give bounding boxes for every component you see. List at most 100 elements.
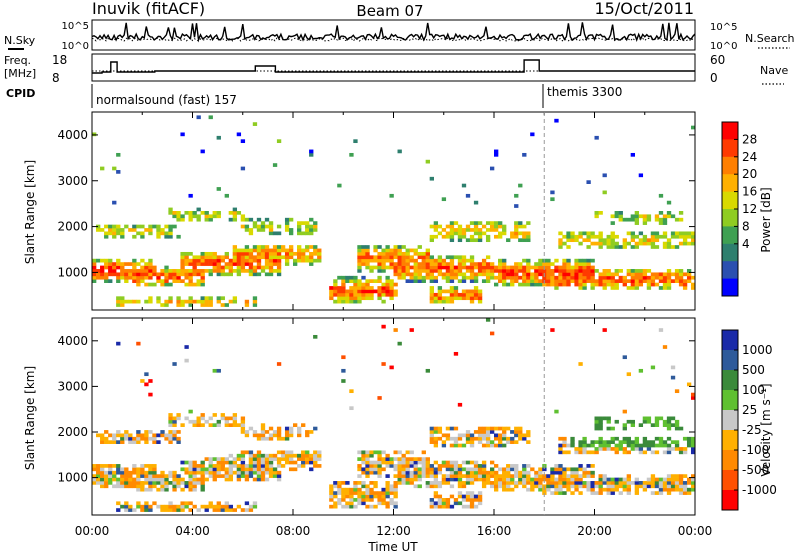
power-cell <box>216 255 221 260</box>
velocity-cell <box>248 474 254 478</box>
velocity-cell <box>477 436 483 441</box>
velocity-cell <box>594 423 599 427</box>
velocity-cell <box>216 467 221 472</box>
power-cell <box>614 286 619 290</box>
power-cell <box>602 173 607 178</box>
power-cell <box>578 275 583 280</box>
power-cell <box>522 265 527 270</box>
velocity-cell <box>148 481 153 485</box>
velocity-cell <box>485 433 491 438</box>
velocity-cell <box>244 467 250 472</box>
power-cell <box>514 269 519 273</box>
power-cell <box>128 228 133 232</box>
velocity-cell <box>244 430 250 434</box>
power-cell <box>606 269 611 273</box>
velocity-cell <box>196 464 201 468</box>
velocity-cell <box>582 467 587 472</box>
velocity-cell <box>144 433 149 438</box>
velocity-cell <box>602 481 607 485</box>
power-cell <box>220 265 225 270</box>
power-cell <box>345 292 350 297</box>
velocity-cell <box>176 416 181 421</box>
velocity-cell <box>670 423 676 427</box>
velocity-cell <box>136 436 141 441</box>
velocity-cell <box>297 433 302 438</box>
power-cell <box>634 282 640 287</box>
power-cell <box>164 265 169 270</box>
velocity-cell <box>606 447 611 451</box>
velocity-cell <box>228 464 233 468</box>
power-cell <box>646 286 652 290</box>
velocity-cell <box>341 487 346 492</box>
velocity-cell <box>120 470 125 475</box>
power-cell <box>650 245 656 249</box>
velocity-cell <box>582 450 587 455</box>
velocity-cell <box>662 443 668 448</box>
velocity-cell <box>284 460 290 465</box>
power-cell <box>272 163 278 167</box>
power-cell <box>216 135 221 140</box>
velocity-cell <box>642 484 648 489</box>
power-cell <box>144 228 149 232</box>
power-cell <box>437 289 443 294</box>
velocity-cell <box>240 450 246 455</box>
velocity-cell <box>377 464 382 468</box>
velocity-cell <box>618 484 623 489</box>
power-cell <box>630 279 635 283</box>
power-cell <box>437 255 443 260</box>
velocity-cell <box>377 470 382 475</box>
power-cell <box>449 265 455 270</box>
power-cell <box>224 303 229 307</box>
velocity-cell <box>457 491 463 495</box>
velocity-cell <box>156 474 161 478</box>
velocity-cell <box>397 481 402 485</box>
velocity-cell <box>670 481 676 485</box>
velocity-cell <box>196 477 201 482</box>
power-cell <box>152 272 157 277</box>
power-cell <box>244 303 250 307</box>
velocity-cell <box>345 487 350 492</box>
velocity-cell <box>369 487 374 492</box>
velocity-cell <box>236 467 242 472</box>
velocity-cell <box>634 491 640 495</box>
velocity-cell <box>377 474 382 478</box>
velocity-cell <box>502 484 507 489</box>
velocity-cell <box>626 436 631 441</box>
velocity-cell <box>526 474 531 478</box>
power-cell <box>248 255 254 260</box>
velocity-cell <box>369 450 374 455</box>
velocity-cell <box>453 477 459 482</box>
power-cell <box>361 292 366 297</box>
velocity-cell <box>156 477 161 482</box>
velocity-cell <box>526 470 531 475</box>
power-cell <box>365 292 370 297</box>
velocity-cell <box>172 416 177 421</box>
velocity-cell <box>473 430 479 434</box>
velocity-cell <box>176 477 181 482</box>
velocity-cell <box>538 477 543 482</box>
power-cell <box>494 149 499 154</box>
power-cell <box>405 258 410 263</box>
power-cell <box>232 299 238 304</box>
power-cell <box>248 258 254 263</box>
velocity-cell <box>341 494 346 499</box>
power-cell <box>361 282 366 287</box>
velocity-cell <box>100 440 105 444</box>
power-cell <box>188 211 193 215</box>
velocity-cell <box>240 508 246 512</box>
power-cell <box>228 299 233 304</box>
velocity-cell <box>397 477 402 482</box>
velocity-cell <box>562 450 567 455</box>
power-cell <box>514 279 519 283</box>
power-cell <box>437 292 443 297</box>
power-cell <box>461 296 467 301</box>
velocity-cell <box>690 450 696 455</box>
power-cell <box>317 255 322 260</box>
velocity-cell <box>196 467 201 472</box>
power-cell <box>244 262 250 266</box>
velocity-cell <box>678 447 684 451</box>
power-cell <box>626 217 631 222</box>
power-cell <box>196 299 201 304</box>
power-cell <box>112 231 117 236</box>
velocity-cell <box>256 460 262 465</box>
